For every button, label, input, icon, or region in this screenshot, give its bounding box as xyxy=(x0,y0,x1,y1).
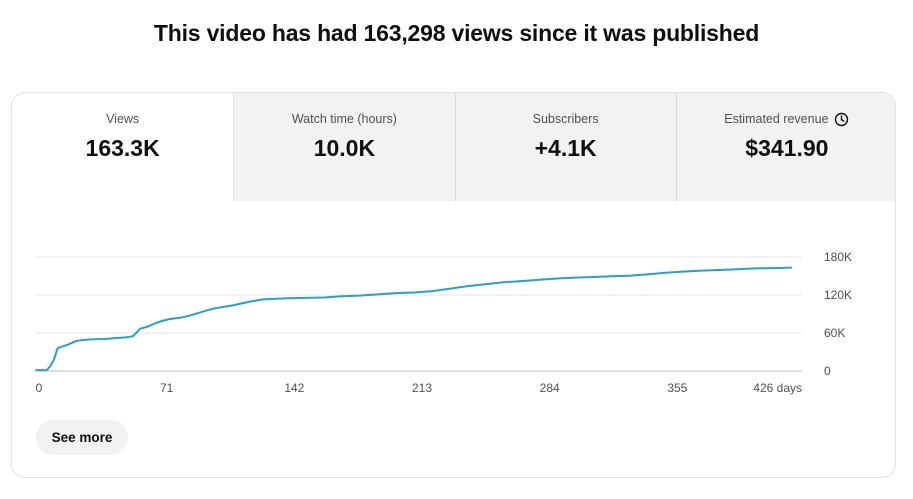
tab-estimated-revenue[interactable]: Estimated revenue $341.90 xyxy=(675,93,895,201)
tab-subscribers-label-text: Subscribers xyxy=(532,112,599,126)
views-series-line xyxy=(35,266,793,372)
tab-watch-time-label: Watch time (hours) xyxy=(292,111,397,127)
tab-subscribers-label: Subscribers xyxy=(533,111,599,127)
x-tick-label: 213 xyxy=(412,381,432,395)
tab-views-value: 163.3K xyxy=(85,135,160,161)
y-tick-label: 60K xyxy=(824,326,845,340)
analytics-card: Views 163.3K Watch time (hours) 10.0K Su… xyxy=(11,92,896,478)
tab-estimated-revenue-label-text: Estimated revenue xyxy=(724,112,829,126)
tab-watch-time-value: 10.0K xyxy=(313,135,376,161)
tab-estimated-revenue-label: Estimated revenue xyxy=(724,111,849,127)
tab-subscribers[interactable]: Subscribers +4.1K xyxy=(454,93,676,201)
see-more-button[interactable]: See more xyxy=(36,420,128,455)
x-tick-label: 0 xyxy=(36,381,43,395)
y-tick-label: 180K xyxy=(824,250,852,264)
y-tick-label: 0 xyxy=(824,364,831,378)
tab-estimated-revenue-value: $341.90 xyxy=(745,135,829,161)
metric-tabs: Views 163.3K Watch time (hours) 10.0K Su… xyxy=(12,93,895,201)
tab-subscribers-value: +4.1K xyxy=(534,135,597,161)
page-title: This video has had 163,298 views since i… xyxy=(153,20,760,46)
x-tick-label: 426 days xyxy=(753,381,802,395)
views-line-chart: 0 60K 120K 180K 0 71 142 213 284 355 426 days xyxy=(35,250,852,395)
tab-watch-time-label-text: Watch time (hours) xyxy=(291,112,397,126)
x-tick-label: 142 xyxy=(284,381,304,395)
tab-watch-time[interactable]: Watch time (hours) 10.0K xyxy=(233,93,455,201)
tab-views-label: Views xyxy=(106,111,139,127)
x-tick-label: 71 xyxy=(160,381,174,395)
tab-views[interactable]: Views 163.3K xyxy=(12,93,234,201)
x-tick-label: 355 xyxy=(667,381,687,395)
y-tick-label: 120K xyxy=(824,288,852,302)
tab-views-label-text: Views xyxy=(106,112,140,126)
clock-icon[interactable] xyxy=(834,112,849,127)
x-tick-label: 284 xyxy=(540,381,560,395)
